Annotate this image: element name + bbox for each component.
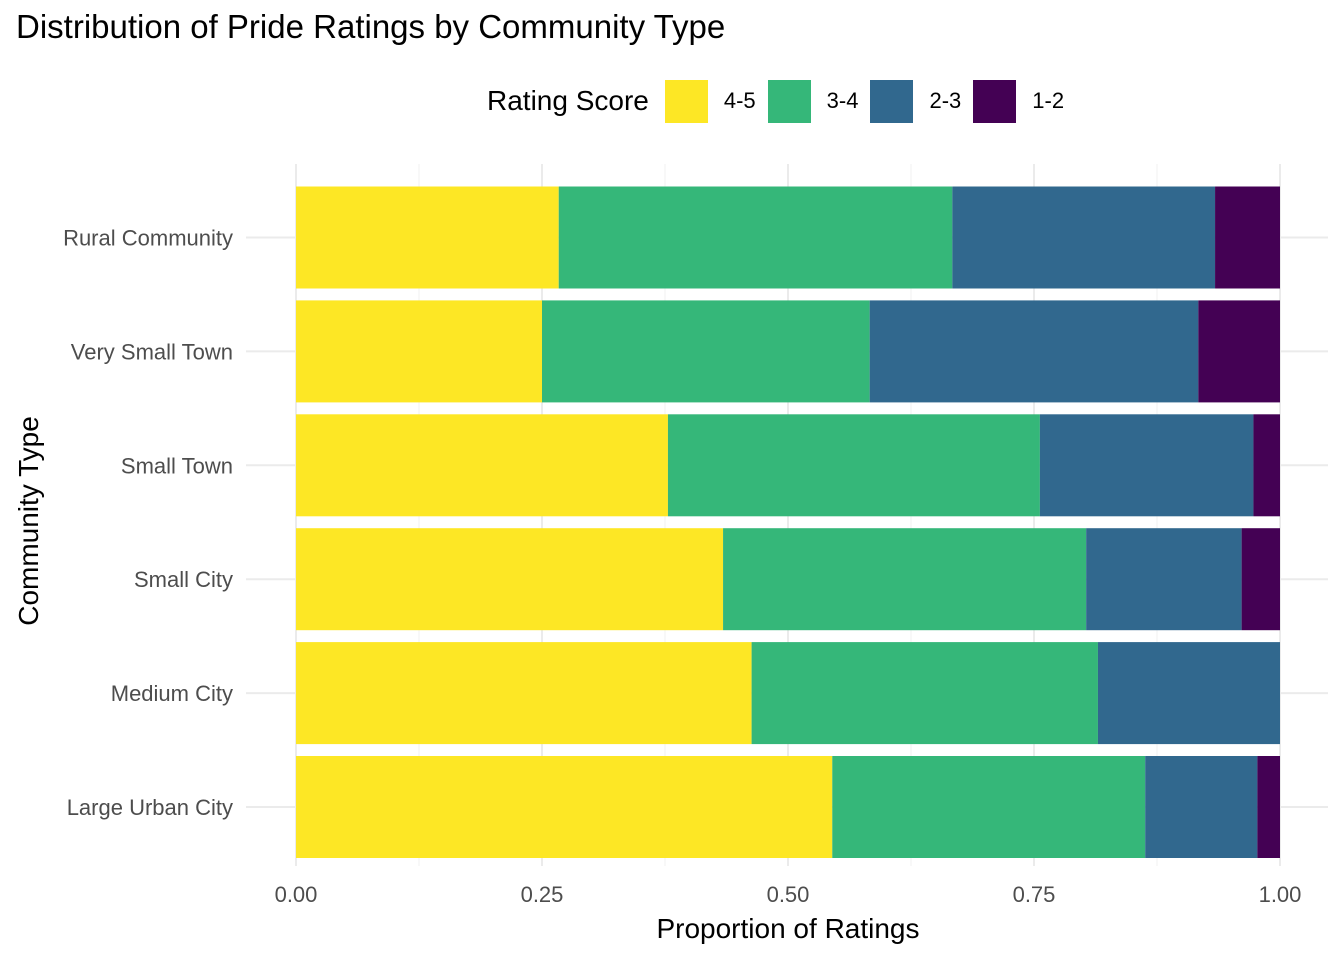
x-tick-label: 0.75 bbox=[1013, 882, 1056, 907]
legend-swatch-3-4 bbox=[767, 79, 811, 123]
bar-segment-4-5 bbox=[296, 300, 542, 403]
bar-segment-1-2 bbox=[1241, 528, 1280, 631]
bar-segment-3-4 bbox=[832, 756, 1146, 858]
y-tick-label: Small Town bbox=[121, 453, 233, 478]
bar-segment-4-5 bbox=[296, 528, 724, 631]
bar-segment-4-5 bbox=[296, 642, 752, 745]
legend-title: Rating Score bbox=[487, 85, 649, 116]
legend-item-1-2: 1-2 bbox=[973, 79, 1065, 123]
bar-segment-3-4 bbox=[751, 642, 1098, 745]
y-tick-label: Medium City bbox=[111, 681, 233, 706]
bar-segment-1-2 bbox=[1215, 186, 1280, 289]
legend-item-2-3: 2-3 bbox=[870, 79, 962, 123]
bar-segment-3-4 bbox=[558, 186, 953, 289]
bar-segment-2-3 bbox=[1086, 528, 1242, 631]
legend-swatch-2-3 bbox=[870, 79, 914, 123]
bar-segment-2-3 bbox=[869, 300, 1199, 403]
bar-segment-4-5 bbox=[296, 414, 668, 517]
bar-segment-1-2 bbox=[1257, 756, 1280, 858]
legend-label-4-5: 4-5 bbox=[723, 88, 756, 113]
legend-label-1-2: 1-2 bbox=[1032, 88, 1065, 113]
bar-segment-4-5 bbox=[296, 186, 559, 289]
bar-segment-2-3 bbox=[1097, 642, 1280, 745]
y-axis-title: Community Type bbox=[13, 416, 44, 626]
x-tick-label: 0.50 bbox=[767, 882, 810, 907]
bar-segment-1-2 bbox=[1253, 414, 1280, 517]
bar-segment-1-2 bbox=[1198, 300, 1280, 403]
y-tick-label: Small City bbox=[134, 567, 233, 592]
chart-title: Distribution of Pride Ratings by Communi… bbox=[16, 8, 726, 45]
bar-segment-4-5 bbox=[296, 756, 833, 858]
x-tick-label: 0.25 bbox=[521, 882, 564, 907]
legend: Rating Score 4-5 3-4 2-3 1-2 bbox=[487, 78, 1076, 124]
x-tick-label: 1.00 bbox=[1259, 882, 1302, 907]
bar-segment-2-3 bbox=[1145, 756, 1258, 858]
x-tick-labels: 0.00 0.25 0.50 0.75 1.00 bbox=[275, 882, 1302, 907]
x-axis-title: Proportion of Ratings bbox=[656, 913, 919, 944]
bar-segment-2-3 bbox=[952, 186, 1216, 289]
legend-swatch-1-2 bbox=[973, 79, 1017, 123]
y-tick-label: Very Small Town bbox=[71, 339, 233, 364]
bar-segment-3-4 bbox=[542, 300, 870, 403]
legend-label-3-4: 3-4 bbox=[826, 88, 859, 113]
x-tick-label: 0.00 bbox=[275, 882, 318, 907]
legend-swatch-4-5 bbox=[664, 79, 708, 123]
y-tick-label: Rural Community bbox=[63, 226, 233, 251]
bar-segment-3-4 bbox=[667, 414, 1040, 517]
bars bbox=[296, 186, 1280, 858]
legend-item-3-4: 3-4 bbox=[767, 79, 859, 123]
legend-item-4-5: 4-5 bbox=[664, 79, 756, 123]
y-tick-labels: Rural Community Very Small Town Small Town… bbox=[63, 226, 233, 821]
y-tick-label: Large Urban City bbox=[67, 795, 233, 820]
legend-label-2-3: 2-3 bbox=[929, 88, 962, 113]
bar-segment-3-4 bbox=[723, 528, 1087, 631]
bar-segment-2-3 bbox=[1039, 414, 1254, 517]
